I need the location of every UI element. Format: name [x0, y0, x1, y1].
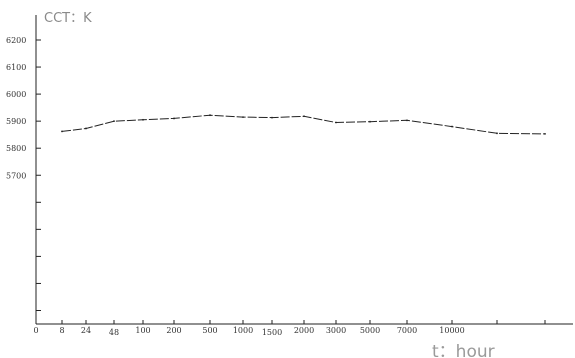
x-tick-label: 100	[135, 326, 150, 335]
y-tick-label: 5700	[6, 171, 26, 180]
data-point	[242, 116, 244, 118]
x-tick-label: 24	[81, 326, 91, 335]
x-tick-label: 7000	[397, 326, 417, 335]
data-point	[142, 118, 144, 121]
data-point	[271, 116, 273, 119]
x-tick-label: 10000	[439, 326, 464, 335]
x-tick-label: 8	[59, 326, 64, 335]
x-tick-label: 200	[166, 326, 181, 335]
y-tick-label: 6200	[6, 36, 26, 45]
y-tick-label: 5900	[6, 117, 26, 126]
data-point	[544, 132, 546, 135]
data-point	[61, 130, 63, 133]
data-point	[406, 119, 408, 122]
data-point	[335, 121, 337, 124]
x-tick-label: 5000	[360, 326, 380, 335]
x-tick-label: 500	[202, 326, 217, 335]
data-point	[113, 120, 115, 123]
data-point	[209, 114, 211, 117]
x-axis-title: t：hour	[432, 342, 495, 358]
x-tick-label: 1500	[262, 328, 282, 337]
y-tick-label: 6100	[6, 63, 26, 72]
cct-series	[61, 114, 546, 135]
y-tick-label: 6000	[6, 90, 26, 99]
data-point	[496, 132, 498, 135]
cct-series-line	[61, 114, 546, 135]
y-axis-ticks: 6200 6100 6000 5900 5800 5700	[6, 36, 41, 311]
data-point	[85, 127, 87, 130]
y-axis-title: CCT：K	[44, 11, 92, 26]
x-tick-label: 2000	[294, 326, 314, 335]
y-tick-label: 5800	[6, 144, 26, 153]
data-point	[303, 115, 305, 118]
x-tick-label: 1000	[233, 326, 253, 335]
x-tick-label: 48	[109, 328, 119, 337]
x-tick-label: 0	[33, 326, 38, 335]
x-axis-ticks: 0 8 24 48 100 200 500 1000 1500 2000 3000 5000 7000 1…	[33, 320, 546, 337]
data-point	[173, 117, 175, 120]
data-point	[369, 120, 371, 123]
data-point	[451, 125, 453, 128]
x-tick-label: 3000	[326, 326, 346, 335]
